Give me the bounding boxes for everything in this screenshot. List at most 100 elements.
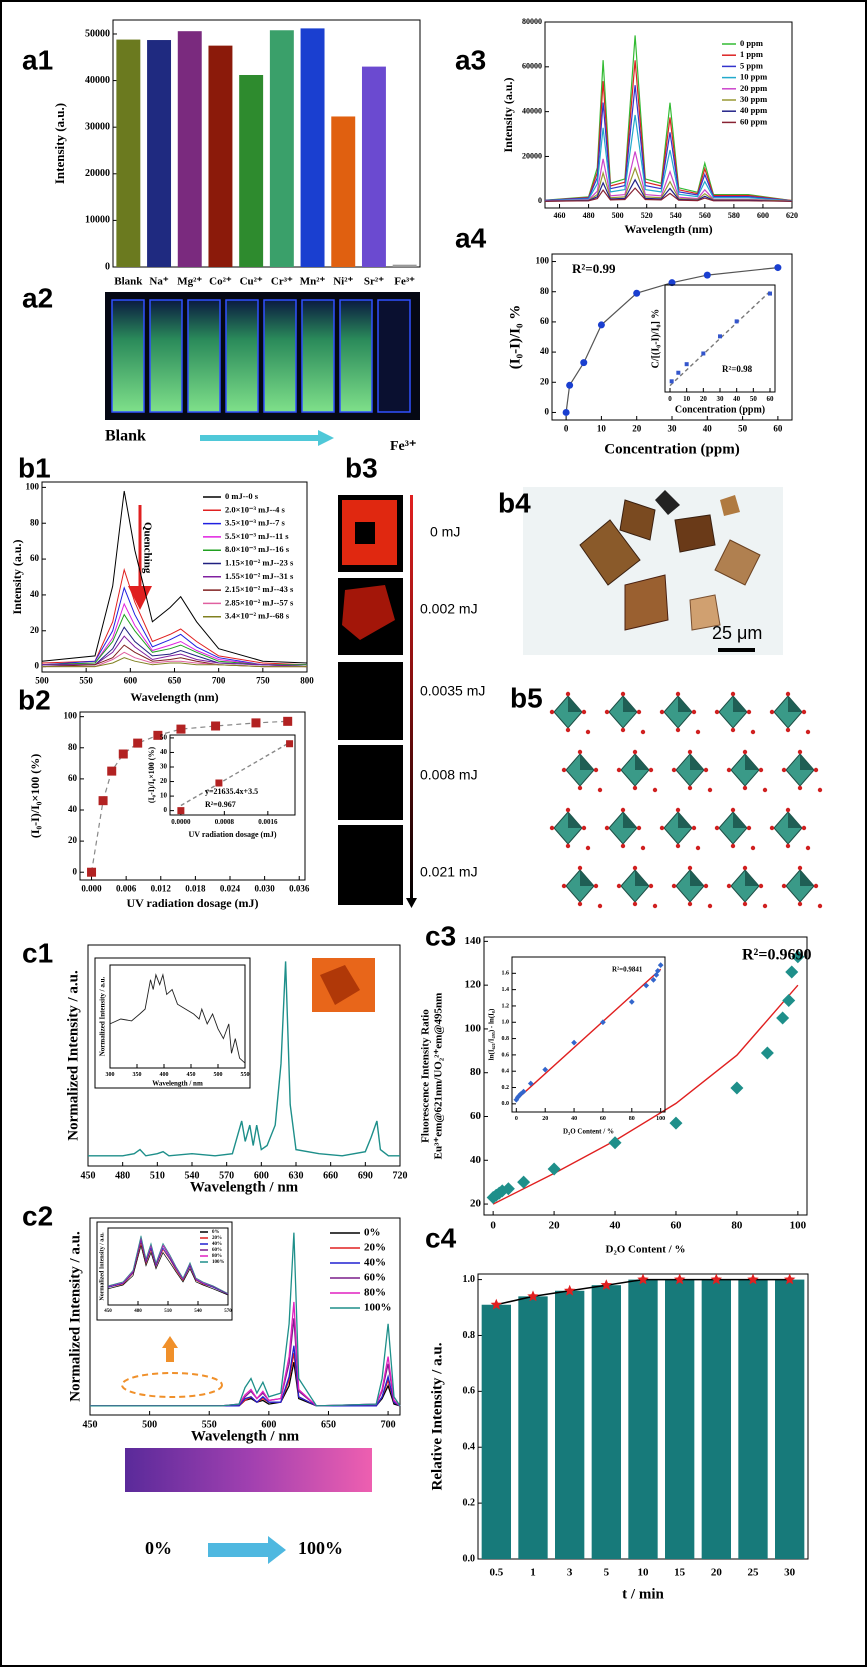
x-tick-label: Cr³⁺ [271, 276, 293, 288]
point-marker [517, 1091, 524, 1097]
x-tick-label: 20 [700, 395, 708, 403]
y-tick-label: 0 [73, 866, 78, 876]
y-tick-label: 120 [465, 979, 482, 991]
x-tick-label: 1 [530, 1567, 536, 1579]
legend-label: 20 ppm [740, 83, 767, 93]
y-axis-label: Intensity (a.u.) [52, 103, 67, 184]
atom [742, 749, 748, 755]
legend-label: 0% [364, 1227, 381, 1239]
panel-label: a4 [455, 222, 487, 253]
x-tick-label: 60 [773, 423, 783, 433]
atom [785, 727, 791, 733]
x-tick-label: 25 [748, 1567, 760, 1579]
legend-label: 100% [212, 1260, 225, 1265]
data-line [41, 490, 308, 664]
point-marker [562, 408, 570, 416]
y-axis-label: Normalized Intensity / a.u. [65, 970, 81, 1141]
atom [577, 865, 583, 871]
panel-label: b1 [18, 452, 51, 483]
x-tick-label: 600 [124, 675, 138, 685]
y-tick-label: 80 [68, 742, 78, 752]
x-tick-label: 550 [202, 1419, 217, 1430]
data-line [565, 267, 778, 413]
data-line [107, 1242, 229, 1295]
x-tick-label: 570 [219, 1170, 234, 1181]
y-axis-label: Normalized Intensity / a.u. [67, 1231, 83, 1402]
y-axis-label: Intensity (a.u.) [10, 539, 24, 614]
legend-label: 10 ppm [740, 72, 767, 82]
x-axis-label: Concentration (ppm) [675, 404, 765, 415]
point-marker [791, 950, 805, 964]
x-tick-label: 560 [699, 211, 711, 220]
point-marker [676, 370, 681, 375]
point-marker [782, 993, 796, 1007]
y-tick-label: 0.4 [463, 1442, 476, 1453]
x-tick-label: 0.030 [254, 883, 275, 893]
atom [762, 903, 768, 909]
y-tick-label: 80 [540, 286, 550, 296]
micrograph [523, 487, 783, 655]
x-tick-label: Co²⁺ [209, 276, 232, 288]
polyhedron-face [690, 754, 704, 770]
legend-label: 0 ppm [740, 38, 763, 48]
legend-label: 3.4×10⁻² mJ--68 s [225, 611, 290, 621]
legend-label: 1.15×10⁻² mJ--23 s [225, 557, 294, 567]
y-tick-label: 1.0 [502, 1020, 510, 1026]
x-tick-label: 400 [160, 1072, 169, 1078]
polyhedron-face [800, 754, 814, 770]
legend-label: 2.0×10⁻³ mJ--4 s [225, 504, 285, 514]
atom [581, 825, 587, 831]
legend-label: 0% [212, 1230, 220, 1235]
atom [561, 883, 567, 889]
x-tick-label: Cu²⁺ [240, 276, 263, 288]
atom [714, 709, 720, 715]
data-line [90, 720, 288, 873]
y-tick-label: 20000 [85, 168, 110, 179]
atom [648, 883, 654, 889]
x-tick-label: 480 [583, 211, 595, 220]
data-line [109, 973, 246, 1064]
atom [687, 865, 693, 871]
bar [147, 40, 172, 267]
y-tick-label: 60 [68, 773, 78, 783]
y-tick-label: 100 [64, 711, 78, 721]
photo-label: Fe³⁺ [390, 439, 416, 454]
atom [565, 727, 571, 733]
bar [738, 1279, 768, 1559]
y-tick-label: 1.6 [502, 971, 510, 977]
panel-label: c4 [425, 1222, 457, 1253]
y-tick-label: 0 [538, 196, 542, 205]
x-tick-label: 50 [738, 423, 748, 433]
atom [632, 901, 638, 907]
polyhedron-face [678, 696, 692, 712]
x-tick-label: 80 [629, 1116, 635, 1122]
y-axis-label: ln(I₆₂₁/I₄₉₅) - ln(I₀) [488, 1008, 496, 1060]
legend-label: 60% [212, 1248, 222, 1253]
x-tick-label: 60 [767, 395, 775, 403]
polyhedron-face [745, 870, 759, 886]
x-tick-label: 30 [717, 395, 725, 403]
vial [149, 299, 183, 413]
x-tick-label: 80 [731, 1219, 743, 1231]
point-marker [768, 291, 772, 296]
y-tick-label: 20 [68, 835, 78, 845]
x-tick-label: 100 [790, 1219, 807, 1231]
x-tick-label: 450 [104, 1309, 112, 1314]
panel-label: b3 [345, 452, 378, 483]
x-tick-label: Ni²⁺ [333, 276, 353, 288]
vial [263, 299, 297, 413]
atom [636, 825, 642, 831]
x-tick-label: 0.000 [81, 883, 102, 893]
polyhedron-face [568, 696, 582, 712]
atom [769, 825, 775, 831]
legend-label: 3.5×10⁻³ mJ--7 s [225, 518, 285, 528]
panel-label: b2 [18, 684, 51, 715]
y-tick-label: 30 [160, 763, 168, 771]
point-marker [286, 740, 294, 748]
x-tick-label: 510 [164, 1309, 172, 1314]
atom [797, 749, 803, 755]
y-axis-label: Relative Intensity / a.u. [429, 1342, 445, 1490]
dose-label: 0 mJ [430, 524, 460, 540]
x-tick-label: 540 [194, 1309, 202, 1314]
y-tick-label: 40 [68, 804, 78, 814]
